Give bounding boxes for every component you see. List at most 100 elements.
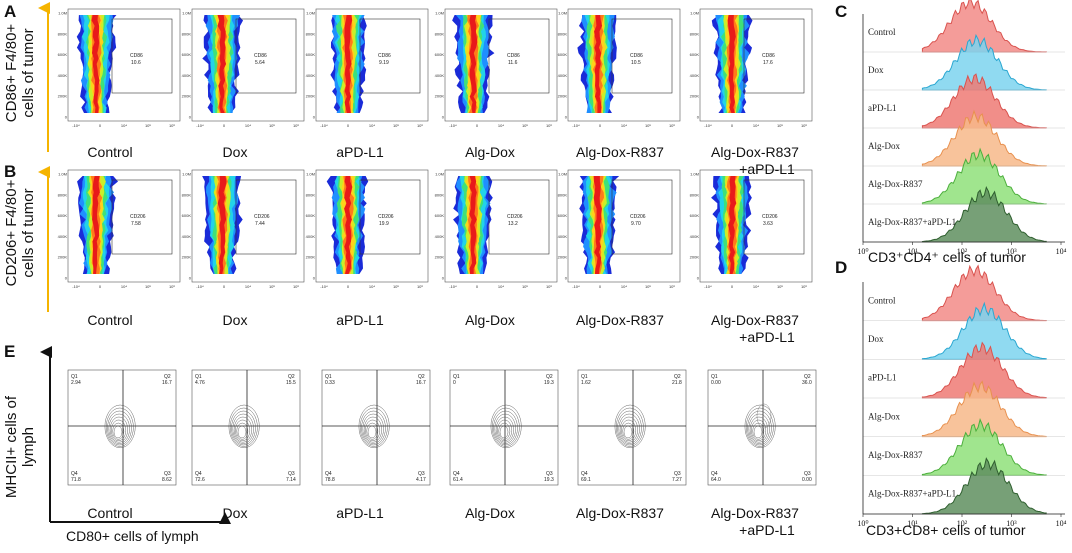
x-tick-label: -10⁴ [449,123,457,128]
y-tick-label: 200K [435,94,445,99]
y-tick-label: 1.0M [558,172,567,177]
plot-frame [577,369,687,486]
panel-b-ylabel-line2: cells of tumor [20,188,37,278]
q4-value: 71.8 [71,477,81,483]
y-tick-label: 1.0M [58,11,67,16]
x-tick-label: -10⁴ [704,123,712,128]
contour-ring [228,404,260,449]
gate-box [743,179,805,255]
q2-value: 15.5 [286,380,296,386]
q2-name: Q2 [546,374,553,380]
y-tick-label: 200K [306,94,316,99]
y-tick-label: 800K [182,192,192,197]
hist-track-label-4: Alg-Dox [868,141,900,151]
x-tick-label: 10⁴ [369,284,375,289]
y-tick-label: 0 [565,115,568,120]
x-tick-label: -10⁴ [196,284,204,289]
contour-ring [359,407,388,447]
panel-c-label: C [835,2,848,21]
gate-name: CD206 [378,214,394,220]
x-tick-label: 10⁶ [801,123,807,128]
q4-value: 61.4 [453,477,463,483]
panel-e-xlabel: CD80+ cells of lymph [66,528,199,544]
gate-name: CD206 [762,214,778,220]
x-tick-label: 0 [99,284,102,289]
x-tick-label: 10⁵ [269,123,275,128]
hist-curve-5 [921,417,1047,476]
gate-box [488,179,550,255]
x-tick-label: 10⁵ [645,123,651,128]
hist-track-label-2: Dox [868,65,884,75]
x-tick-label: 10⁴ [121,123,127,128]
hist-track-label-2: Dox [868,334,884,344]
y-tick-label: 1.0M [435,11,444,16]
gate-name: CD206 [630,214,646,220]
contour-ring [499,425,509,439]
q4-name: Q4 [581,471,588,477]
hist-curve-6 [921,457,1047,515]
contour-ring [365,419,381,442]
contour-ring [235,419,251,442]
q4-name: Q4 [711,471,718,477]
y-tick-label: 600K [435,213,445,218]
panel-a-ylabel-line2: cells of tumor [20,28,37,118]
x-tick-label: 10⁶ [417,284,423,289]
contour-ring [619,416,638,443]
panel-a-plot-6: 1.0M 800K 600K 400K 200K 0 -10⁴ 0 10⁴ 10⁵ 10⁶ CD861… [690,8,813,128]
contour-ring [744,404,776,449]
q1-value: 0 [453,380,456,386]
hist-curve-1 [921,0,1048,53]
y-tick-label: 800K [690,31,700,36]
gate-value: 3.63 [763,221,773,227]
gate-box [743,18,805,94]
x-tick-label: 10⁴ [245,284,251,289]
panel-b-plot-5: 1.0M 800K 600K 400K 200K 0 -10⁴ 0 10⁴ 10⁵ 10⁶ CD206… [558,169,681,289]
y-tick-label: 600K [558,213,568,218]
contour-ring [494,413,516,444]
x-tick-label: -10⁴ [572,123,580,128]
y-tick-label: 0 [189,276,192,281]
gate-name: CD206 [507,214,523,220]
y-tick-label: 600K [435,52,445,57]
q3-name: Q3 [674,471,681,477]
panel-a-plot-2: 1.0M 800K 600K 400K 200K 0 -10⁴ 0 10⁴ 10⁵ 10⁶ CD865… [182,8,305,128]
hist-curve-3 [921,73,1047,129]
hist-track-label-6: Alg-Dox-R837+aPD-L1 [868,489,956,499]
q3-name: Q3 [418,471,425,477]
panel-b-condition-3: aPD-L1 [336,312,384,328]
contour-ring [107,410,132,446]
y-tick-label: 800K [306,31,316,36]
panel-c-xlabel: CD3⁺CD4⁺ cells of tumor [868,249,1026,265]
hist-curve-1 [921,264,1047,322]
gate-name: CD206 [130,214,146,220]
y-tick-label: 600K [182,213,192,218]
contour-ring [614,404,646,449]
gate-box [359,179,421,255]
x-tick-label: 10⁶ [169,284,175,289]
y-tick-label: 0 [697,276,700,281]
gate-name: CD86 [254,53,267,59]
plot-frame [321,369,431,486]
q4-name: Q4 [325,471,332,477]
hist-curve-4 [921,380,1047,438]
q1-value: 4.76 [195,380,205,386]
panel-a-plot-5: 1.0M 800K 600K 400K 200K 0 -10⁴ 0 10⁴ 10⁵ 10⁶ CD861… [558,8,681,128]
x-tick-label: 0 [223,123,226,128]
x-tick-label: 0 [223,284,226,289]
hist-track-label-3: aPD-L1 [868,103,897,113]
contour-ring [751,419,767,442]
panel-d-hist-svg: Control Dox aPD-L1 Alg-Dox Alg-Dox-R837 Alg-D… [857,264,1067,528]
x-tick-label: 10⁴ [121,284,127,289]
panel-a-condition-3: aPD-L1 [336,144,384,160]
x-tick-label: 10⁶ [801,284,807,289]
gate-value: 9.19 [379,60,389,66]
panel-b-plot-3: 1.0M 800K 600K 400K 200K 0 -10⁴ 0 10⁴ 10⁵ 10⁶ CD206… [306,169,429,289]
q2-name: Q2 [674,374,681,380]
x-tick-label: -10⁴ [704,284,712,289]
contour-ring [113,425,123,439]
gate-name: CD86 [630,53,643,59]
y-tick-label: 600K [58,52,68,57]
y-tick-label: 200K [435,255,445,260]
panel-e-condition-6: Alg-Dox-R837 +aPD-L1 [711,505,799,538]
x-tick-label: 10⁶ [169,123,175,128]
